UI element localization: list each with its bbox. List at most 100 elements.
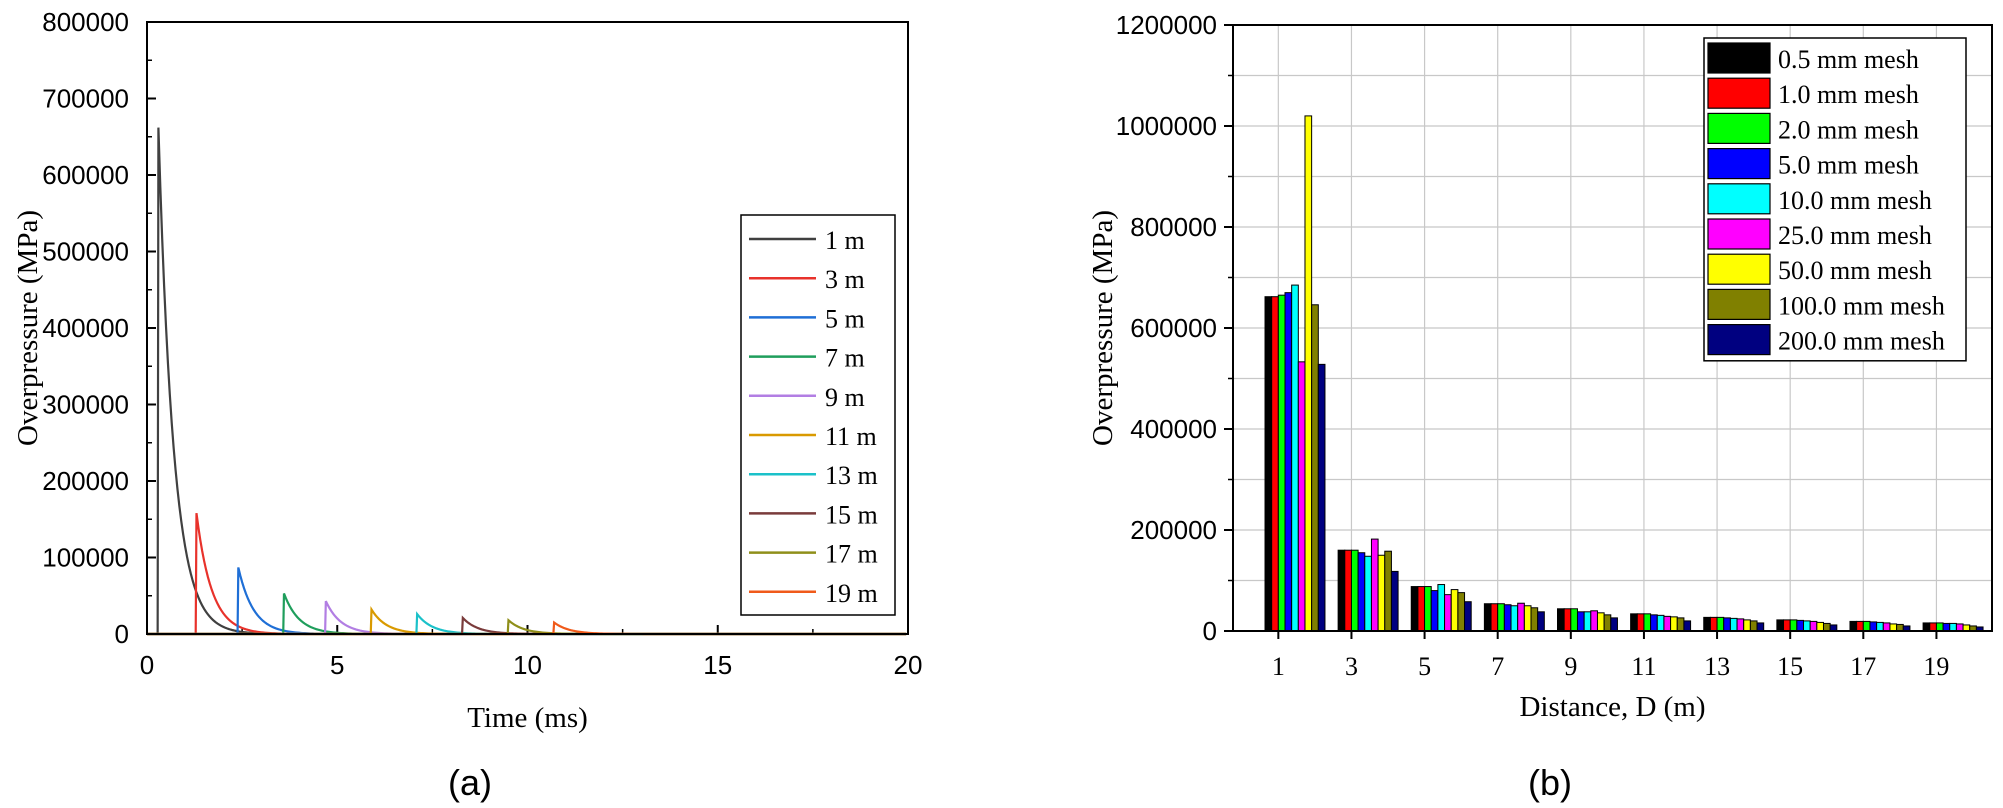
bar bbox=[1703, 616, 1711, 632]
bar bbox=[1277, 294, 1286, 632]
x-tick-label: 9 bbox=[1564, 652, 1577, 681]
x-tick-label: 1 bbox=[1272, 652, 1285, 681]
x-tick-label: 5 bbox=[1418, 652, 1431, 681]
bar bbox=[1603, 614, 1612, 632]
bar bbox=[1942, 622, 1951, 632]
legend-label: 1.0 mm mesh bbox=[1778, 80, 1919, 109]
bar bbox=[1929, 622, 1937, 632]
y-tick-label: 1000000 bbox=[1116, 111, 1217, 141]
bar bbox=[1523, 605, 1532, 632]
bar bbox=[1729, 617, 1738, 632]
y-tick-label: 700000 bbox=[42, 84, 129, 114]
bar bbox=[1530, 607, 1539, 632]
chart-b-panel-label: (b) bbox=[1528, 762, 1572, 803]
legend-swatch bbox=[1707, 253, 1771, 285]
bar bbox=[1344, 549, 1352, 632]
bar bbox=[1869, 621, 1878, 632]
bar bbox=[1317, 363, 1326, 632]
bar bbox=[1284, 292, 1293, 632]
bar bbox=[1716, 616, 1725, 632]
chart-a-ticks: 0 100000 200000 300000 400000 500000 600000 700… bbox=[42, 7, 922, 680]
bar bbox=[1377, 554, 1386, 632]
legend-label: 200.0 mm mesh bbox=[1778, 327, 1945, 356]
legend-label: 1 m bbox=[825, 226, 865, 255]
y-tick-label: 1200000 bbox=[1116, 10, 1217, 40]
chart-b-ticks: 0 200000 400000 600000 800000 1000000 1200000 1… bbox=[1116, 10, 1950, 681]
x-tick-label: 0 bbox=[140, 650, 154, 680]
bar bbox=[1390, 570, 1399, 632]
y-tick-label: 400000 bbox=[1130, 414, 1217, 444]
legend-box bbox=[740, 214, 896, 616]
legend-label: 15 m bbox=[825, 500, 878, 529]
bar bbox=[1650, 614, 1658, 632]
bar bbox=[1889, 623, 1898, 632]
bar bbox=[1304, 115, 1313, 632]
x-tick-label: 20 bbox=[894, 650, 923, 680]
x-tick-label: 10 bbox=[513, 650, 542, 680]
bar bbox=[1430, 590, 1439, 632]
y-tick-label: 0 bbox=[1203, 616, 1217, 646]
bar bbox=[1557, 608, 1565, 632]
x-tick-label: 5 bbox=[330, 650, 344, 680]
legend-swatch bbox=[1707, 42, 1771, 74]
legend-swatch bbox=[1707, 288, 1771, 320]
legend-swatch bbox=[1707, 218, 1771, 250]
bar bbox=[1490, 603, 1499, 632]
y-tick-label: 0 bbox=[115, 619, 129, 649]
bar bbox=[1955, 623, 1964, 632]
bar bbox=[1630, 613, 1638, 632]
legend-label: 17 m bbox=[825, 540, 878, 569]
bar bbox=[1410, 586, 1419, 632]
legend-label: 3 m bbox=[825, 265, 865, 294]
chart-b-plot-frame bbox=[1232, 24, 1993, 632]
bar bbox=[1862, 620, 1871, 632]
chart-b-legend: 0.5 mm mesh 1.0 mm mesh 2.0 mm mesh 5.0 mm … bbox=[1703, 37, 1967, 362]
bar bbox=[1337, 549, 1346, 632]
y-tick-label: 200000 bbox=[1130, 515, 1217, 545]
bar bbox=[1297, 361, 1306, 632]
bar bbox=[1789, 619, 1798, 632]
bar bbox=[1809, 620, 1818, 632]
bar bbox=[1271, 296, 1279, 632]
bar bbox=[1464, 601, 1472, 632]
y-tick-label: 800000 bbox=[1130, 212, 1217, 242]
legend-swatch bbox=[1707, 112, 1771, 145]
bar bbox=[1537, 611, 1545, 632]
bar bbox=[1357, 552, 1366, 632]
y-tick-label: 200000 bbox=[42, 466, 129, 496]
legend-label: 9 m bbox=[825, 383, 865, 412]
bar bbox=[1264, 296, 1273, 632]
y-tick-label: 100000 bbox=[42, 543, 129, 573]
bar bbox=[1384, 550, 1392, 632]
bar bbox=[1670, 616, 1678, 632]
x-tick-label: 15 bbox=[1777, 652, 1803, 681]
x-tick-label: 7 bbox=[1491, 652, 1504, 681]
legend-label: 11 m bbox=[825, 422, 877, 451]
bar bbox=[1563, 608, 1572, 632]
bar bbox=[1796, 619, 1805, 632]
x-tick-label: 13 bbox=[1704, 652, 1730, 681]
chart-a-legend: 1 m 3 m 5 m 7 m 9 m 11 m 13 m 15 m 17 m 19 m bbox=[740, 214, 896, 616]
bar bbox=[1370, 538, 1379, 632]
bar bbox=[1636, 613, 1645, 632]
bar bbox=[1643, 613, 1652, 632]
bar bbox=[1949, 622, 1957, 632]
chart-b: 0 200000 400000 600000 800000 1000000 1200000 1… bbox=[1087, 10, 1993, 803]
bar bbox=[1291, 284, 1299, 632]
bar bbox=[1935, 622, 1944, 632]
legend-swatch bbox=[1707, 324, 1771, 356]
legend-label: 13 m bbox=[825, 461, 878, 490]
bar bbox=[1576, 611, 1585, 632]
bar bbox=[1610, 617, 1618, 632]
y-tick-label: 300000 bbox=[42, 390, 129, 420]
bar bbox=[1510, 605, 1519, 632]
legend-label: 5 m bbox=[825, 304, 865, 333]
chart-b-y-axis-title: Overpressure (MPa) bbox=[1087, 210, 1119, 446]
bar bbox=[1876, 621, 1884, 632]
legend-label: 50.0 mm mesh bbox=[1778, 256, 1932, 285]
bar bbox=[1311, 304, 1319, 632]
bar bbox=[1783, 619, 1791, 632]
y-tick-label: 600000 bbox=[42, 160, 129, 190]
legend-label: 19 m bbox=[825, 579, 878, 608]
